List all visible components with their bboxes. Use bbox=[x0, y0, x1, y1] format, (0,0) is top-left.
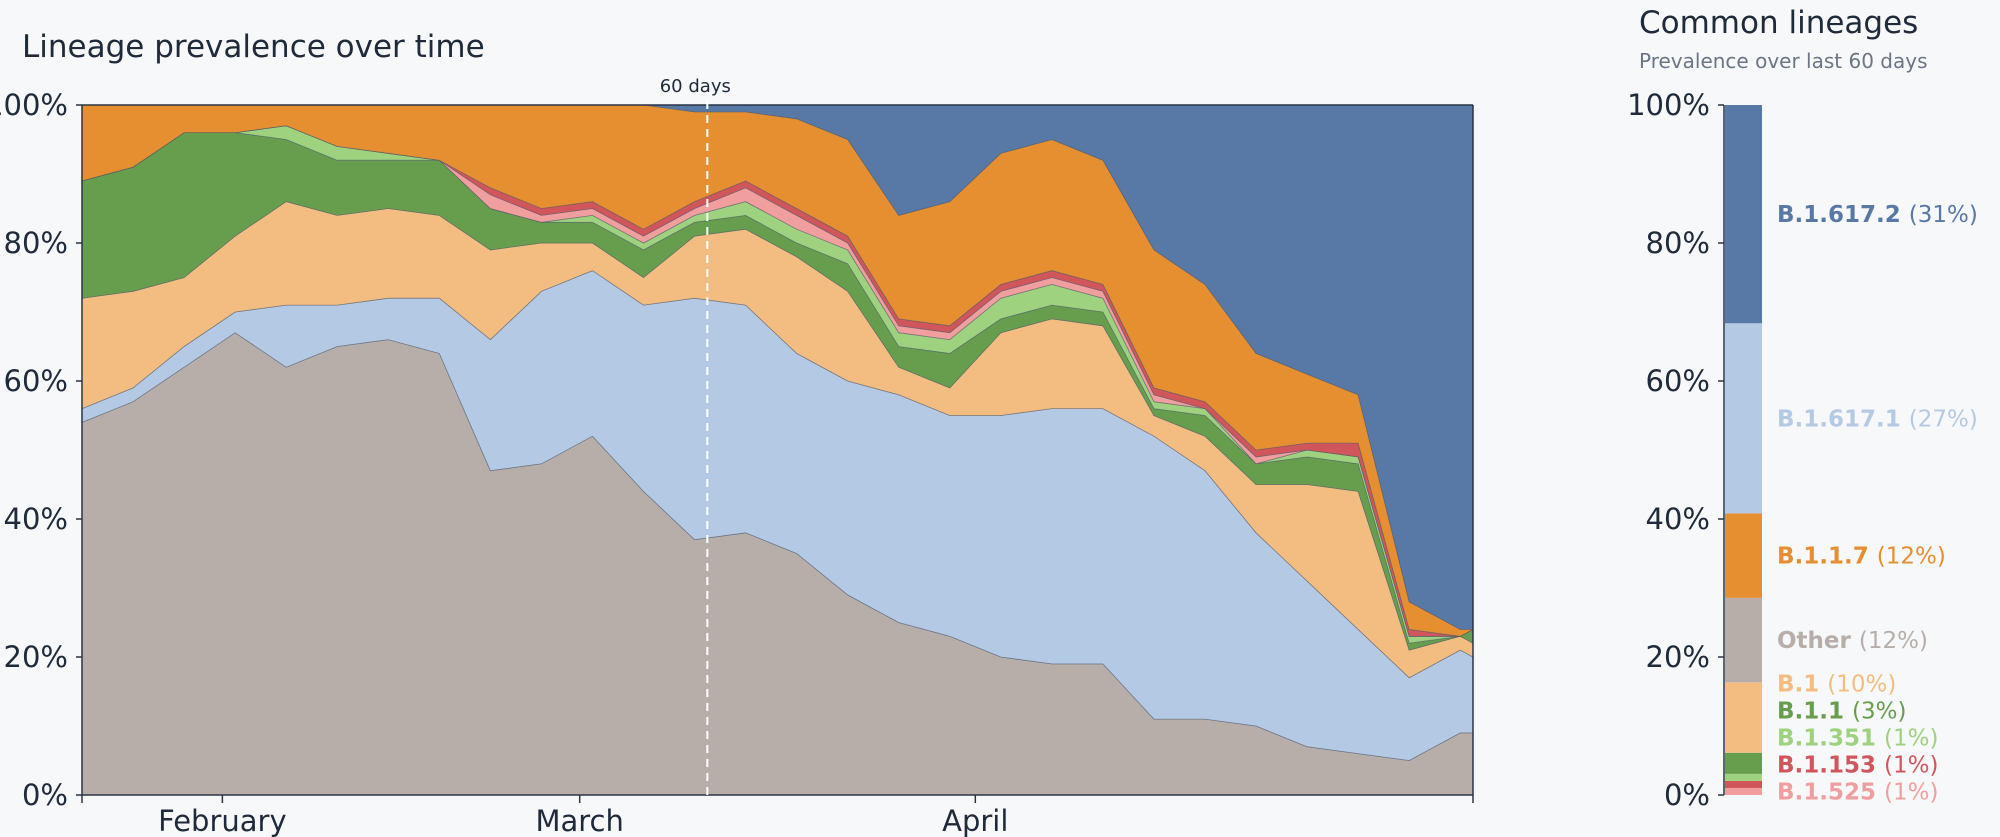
stacked-bar-plot bbox=[1725, 105, 1762, 795]
sixty-day-marker-label: 60 days bbox=[660, 76, 731, 97]
bar-segment-b-1-153 bbox=[1725, 780, 1762, 788]
side-legend: B.1.525 (1%)B.1.153 (1%)B.1.351 (1%)B.1.… bbox=[1777, 202, 1978, 805]
legend-name: B.1.1 bbox=[1777, 698, 1852, 724]
bar-segment-b-1-351 bbox=[1725, 773, 1762, 781]
legend-label-b-1: B.1 (10%) bbox=[1777, 671, 1896, 697]
side-y-tick-label: 0% bbox=[1664, 778, 1710, 812]
y-tick-label: 40% bbox=[4, 502, 68, 536]
area-plot bbox=[81, 104, 1474, 796]
legend-name: B.1 bbox=[1777, 671, 1827, 697]
side-y-tick-label: 20% bbox=[1646, 640, 1710, 674]
legend-percent: (31%) bbox=[1909, 202, 1978, 228]
bar-segment-b-1-617-2 bbox=[1725, 105, 1762, 324]
legend-percent: (1%) bbox=[1884, 752, 1938, 778]
bar-segment-b-1 bbox=[1725, 682, 1762, 753]
bar-segment-other bbox=[1725, 597, 1762, 683]
legend-percent: (10%) bbox=[1827, 671, 1896, 697]
bar-segment-b-1-617-1 bbox=[1725, 323, 1762, 514]
side-chart-title: Common lineages bbox=[1639, 5, 1918, 41]
legend-label-other: Other (12%) bbox=[1777, 628, 1928, 654]
legend-percent: (12%) bbox=[1877, 544, 1946, 570]
legend-percent: (27%) bbox=[1909, 406, 1978, 432]
x-tick-label: April bbox=[942, 804, 1008, 837]
side-y-tick-label: 100% bbox=[1627, 88, 1710, 122]
legend-name: B.1.617.1 bbox=[1777, 406, 1909, 432]
side-axes: 0% 20% 40% 60% 80% 100% bbox=[1627, 88, 1725, 812]
y-tick-label: 80% bbox=[4, 226, 68, 260]
legend-name: B.1.617.2 bbox=[1777, 202, 1909, 228]
legend-label-b-1-351: B.1.351 (1%) bbox=[1777, 725, 1938, 751]
legend-percent: (3%) bbox=[1852, 698, 1906, 724]
legend-name: Other bbox=[1777, 628, 1859, 654]
main-axes: 0% 20% 40% 60% 80% 100% February March April 60 d… bbox=[0, 76, 1474, 837]
chart-title: Lineage prevalence over time bbox=[22, 29, 485, 65]
legend-name: B.1.525 bbox=[1777, 779, 1884, 805]
legend-label-b-1-525: B.1.525 (1%) bbox=[1777, 779, 1938, 805]
legend-name: B.1.153 bbox=[1777, 752, 1884, 778]
y-tick-label: 20% bbox=[4, 640, 68, 674]
side-y-tick-label: 60% bbox=[1646, 364, 1710, 398]
legend-percent: (1%) bbox=[1884, 725, 1938, 751]
legend-label-b-1-153: B.1.153 (1%) bbox=[1777, 752, 1938, 778]
bar-segment-b-1-1-7 bbox=[1725, 513, 1762, 598]
legend-label-b-1-1: B.1.1 (3%) bbox=[1777, 698, 1906, 724]
bar-segment-b-1-525 bbox=[1725, 787, 1762, 795]
legend-label-b-1-617-1: B.1.617.1 (27%) bbox=[1777, 406, 1978, 432]
legend-label-b-1-1-7: B.1.1.7 (12%) bbox=[1777, 544, 1946, 570]
y-tick-label: 60% bbox=[4, 364, 68, 398]
legend-percent: (1%) bbox=[1884, 779, 1938, 805]
legend-name: B.1.1.7 bbox=[1777, 544, 1877, 570]
x-tick-label: February bbox=[158, 804, 287, 837]
side-chart-subtitle: Prevalence over last 60 days bbox=[1639, 49, 1928, 73]
side-y-tick-label: 80% bbox=[1646, 226, 1710, 260]
legend-name: B.1.351 bbox=[1777, 725, 1884, 751]
bar-segment-b-1-1 bbox=[1725, 752, 1762, 774]
legend-percent: (12%) bbox=[1859, 628, 1928, 654]
y-tick-label: 100% bbox=[0, 88, 68, 122]
y-tick-label: 0% bbox=[22, 778, 68, 812]
side-y-tick-label: 40% bbox=[1646, 502, 1710, 536]
legend-label-b-1-617-2: B.1.617.2 (31%) bbox=[1777, 202, 1978, 228]
x-tick-label: March bbox=[535, 804, 623, 837]
